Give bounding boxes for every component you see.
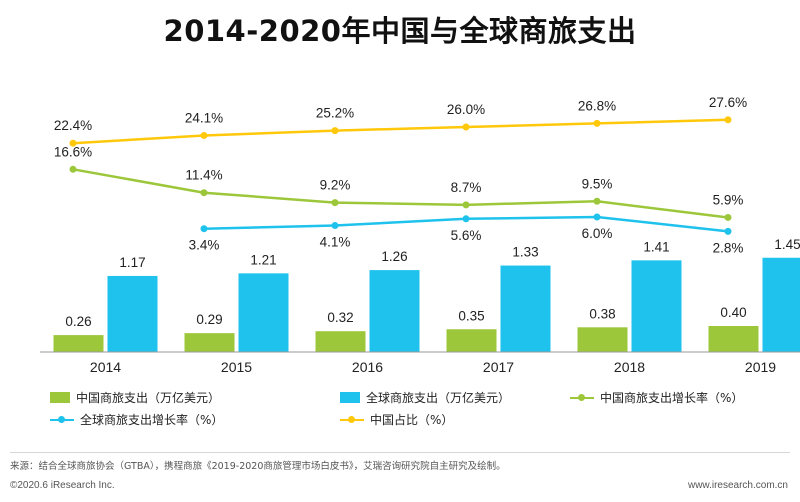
- point-label-global_growth-2016: 4.1%: [320, 235, 351, 250]
- chart-canvas: 22.4% 24.1% 25.2% 26.0% 26.8% 27.6% 16.6% 11.4%…: [40, 95, 800, 375]
- legend-label-global-spend: 全球商旅支出（万亿美元）: [366, 391, 511, 405]
- legend-swatch-green: [50, 392, 70, 403]
- bar-label-china-2019: 0.40: [720, 305, 746, 320]
- bar-label-china-2016: 0.32: [327, 310, 353, 325]
- point-global_growth-2018: [593, 213, 601, 221]
- bar-china-2015: [184, 333, 235, 352]
- point-china_growth-2015: [200, 189, 208, 197]
- point-label-global_growth-2019: 2.8%: [713, 240, 744, 255]
- bar-label-global-2016: 1.26: [381, 249, 407, 264]
- point-china_growth-2018: [593, 197, 601, 205]
- bar-label-china-2015: 0.29: [196, 312, 222, 327]
- point-china_growth-2016: [331, 199, 339, 207]
- point-label-china_growth-2017: 8.7%: [451, 180, 482, 195]
- copyright-text: ©2020.6 iResearch Inc.: [10, 480, 115, 491]
- point-global_growth-2016: [331, 222, 339, 230]
- point-label-china_share-2019: 27.6%: [709, 95, 747, 110]
- point-label-china_growth-2016: 9.2%: [320, 178, 351, 193]
- source-note: 来源：结合全球商旅协会（GTBA），携程商旅《2019-2020商旅管理市场白皮…: [10, 461, 506, 472]
- bar-global-2019: [762, 257, 800, 352]
- line-china_growth: [72, 168, 729, 219]
- bar-global-2015: [238, 273, 289, 352]
- bar-china-2019: [708, 326, 759, 352]
- bar-label-global-2015: 1.21: [250, 252, 276, 267]
- legend-line-swatch-yellow: [340, 414, 364, 425]
- point-china_share-2016: [331, 127, 339, 135]
- x-tick-label-2018: 2018: [614, 359, 645, 375]
- point-china_growth-2019: [724, 213, 732, 221]
- x-tick-layer: 2014 2015 2016 2017 2018 2019: [90, 359, 776, 375]
- bar-china-2014: [53, 335, 104, 352]
- bar-global-2018: [631, 260, 682, 352]
- legend-item-global-growth: 全球商旅支出增长率（%）: [50, 411, 223, 428]
- point-china_share-2019: [724, 116, 732, 124]
- bar-global-2017: [500, 265, 551, 352]
- point-china_share-2017: [462, 123, 470, 131]
- bar-label-china-2018: 0.38: [589, 306, 615, 321]
- legend-label-china-spend: 中国商旅支出（万亿美元）: [76, 391, 221, 405]
- point-label-global_growth-2017: 5.6%: [451, 228, 482, 243]
- legend-label-china-growth: 中国商旅支出增长率（%）: [600, 391, 744, 405]
- bar-label-china-2017: 0.35: [458, 308, 484, 323]
- point-label-china_share-2017: 26.0%: [447, 102, 485, 117]
- point-china_growth-2014: [69, 165, 77, 173]
- point-label-global_growth-2015: 3.4%: [189, 238, 220, 253]
- point-china_growth-2017: [462, 201, 470, 209]
- point-label-china_share-2016: 25.2%: [316, 106, 354, 121]
- line-layer: 22.4% 24.1% 25.2% 26.0% 26.8% 27.6% 16.6% 11.4%…: [54, 95, 747, 256]
- point-label-global_growth-2018: 6.0%: [582, 226, 613, 241]
- bar-label-global-2017: 1.33: [512, 245, 538, 260]
- website-link[interactable]: www.iresearch.com.cn: [687, 480, 788, 491]
- legend-label-china-share: 中国占比（%）: [370, 413, 454, 427]
- bar-label-china-2014: 0.26: [65, 314, 91, 329]
- point-china_share-2014: [69, 139, 77, 147]
- point-label-china_share-2018: 26.8%: [578, 98, 616, 113]
- legend: 中国商旅支出（万亿美元） 全球商旅支出（万亿美元） 中国商旅支出增长率（%） 全…: [50, 389, 790, 429]
- point-label-china_growth-2014: 16.6%: [54, 144, 92, 159]
- footer-divider: [10, 452, 790, 453]
- point-global_growth-2019: [724, 227, 732, 235]
- point-label-china_growth-2018: 9.5%: [582, 176, 613, 191]
- legend-item-global-spend: 全球商旅支出（万亿美元）: [340, 389, 510, 406]
- x-tick-label-2014: 2014: [90, 359, 121, 375]
- legend-item-china-growth: 中国商旅支出增长率（%）: [570, 389, 743, 406]
- point-label-china_share-2015: 24.1%: [185, 111, 223, 126]
- point-global_growth-2017: [462, 215, 470, 223]
- legend-item-china-share: 中国占比（%）: [340, 411, 453, 428]
- legend-line-swatch-blue: [50, 414, 74, 425]
- bar-label-global-2019: 1.45: [774, 237, 800, 252]
- point-china_share-2015: [200, 132, 208, 140]
- bar-label-global-2014: 1.17: [119, 255, 145, 270]
- point-label-china_growth-2015: 11.4%: [185, 168, 222, 183]
- legend-swatch-blue: [340, 392, 360, 403]
- bar-global-2014: [107, 275, 158, 352]
- x-tick-label-2017: 2017: [483, 359, 514, 375]
- point-label-china_share-2014: 22.4%: [54, 118, 92, 133]
- x-tick-label-2015: 2015: [221, 359, 252, 375]
- chart-title: 2014-2020年中国与全球商旅支出: [163, 14, 637, 48]
- bar-layer: 0.26 0.29 0.32 0.35 0.38 0.40 1.17 1.21 1.26 1.33…: [53, 237, 800, 352]
- point-global_growth-2015: [200, 225, 208, 233]
- point-label-china_growth-2019: 5.9%: [713, 192, 744, 207]
- bar-china-2016: [315, 331, 366, 352]
- point-china_share-2018: [593, 119, 601, 127]
- legend-line-swatch-green: [570, 392, 594, 403]
- line-china_share: [72, 118, 729, 145]
- bar-china-2018: [577, 327, 628, 352]
- bar-global-2016: [369, 270, 420, 352]
- x-tick-label-2016: 2016: [352, 359, 383, 375]
- legend-item-china-spend: 中国商旅支出（万亿美元）: [50, 389, 220, 406]
- legend-label-global-growth: 全球商旅支出增长率（%）: [80, 413, 224, 427]
- x-tick-label-2019: 2019: [745, 359, 776, 375]
- bar-label-global-2018: 1.41: [643, 239, 669, 254]
- bar-china-2017: [446, 329, 497, 352]
